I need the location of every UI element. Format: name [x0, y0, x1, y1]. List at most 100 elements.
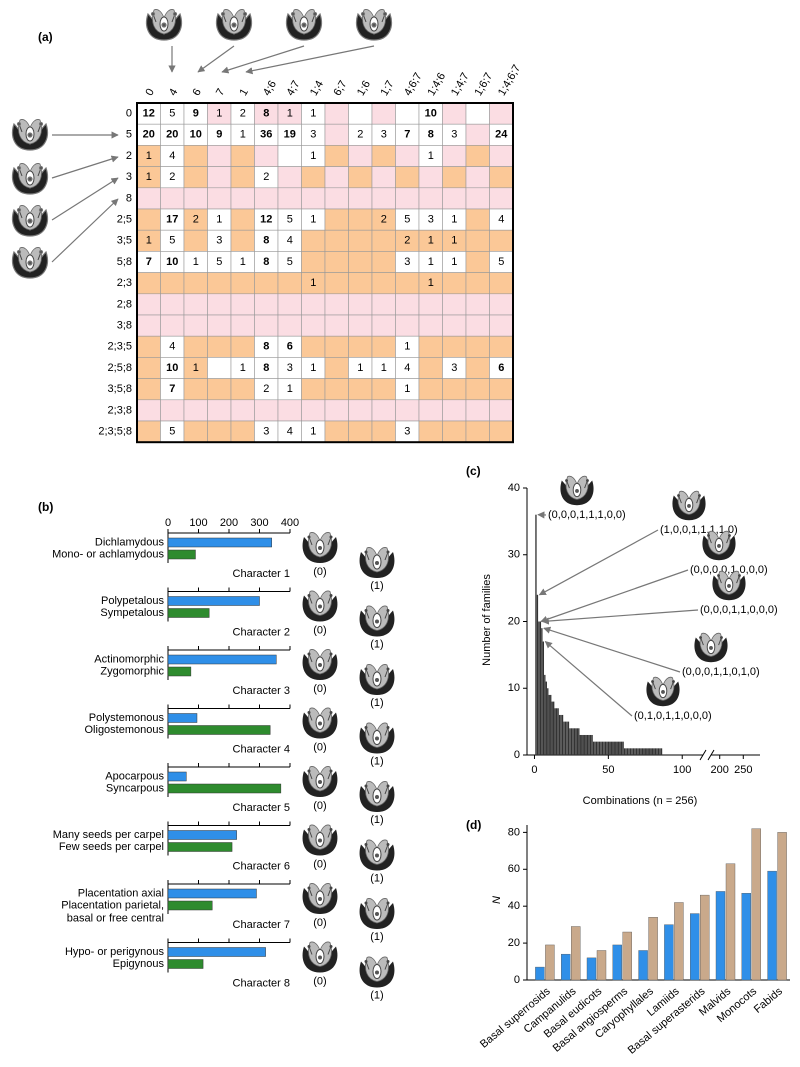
flower-icon: [645, 676, 681, 707]
cell: [183, 187, 208, 210]
column-label: 7: [214, 87, 227, 98]
cell: [442, 314, 467, 337]
flower-icon: [559, 475, 595, 506]
cell: [207, 166, 232, 189]
cell: [348, 229, 373, 252]
bar: [619, 741, 621, 755]
cell: [442, 166, 467, 189]
cell: [183, 314, 208, 337]
x-tick-label: 0: [165, 517, 171, 529]
flower-icon: [302, 941, 338, 973]
cell: [371, 399, 396, 422]
bar-label: Mono- or achlamydous: [52, 548, 164, 560]
bar: [582, 734, 584, 755]
cell: [183, 145, 208, 167]
y-axis-title: N: [491, 896, 503, 904]
state-label: (1): [370, 872, 383, 884]
cell: [254, 145, 279, 167]
flower-icon: [359, 897, 395, 930]
cell: [160, 272, 185, 295]
state-label: (0): [313, 800, 326, 812]
annotation-arrow: [541, 609, 699, 625]
bar: [167, 725, 271, 735]
flower-icon: [359, 956, 395, 988]
cell: [230, 187, 255, 210]
bar: [567, 721, 570, 755]
cell-value: 1: [146, 171, 152, 183]
cell-value: 2: [240, 108, 246, 120]
cell: [183, 166, 208, 189]
bar-label: Many seeds per carpel: [53, 829, 164, 841]
bar: [659, 748, 661, 755]
bar: [541, 628, 543, 755]
x-tick-label: 100: [673, 764, 691, 776]
cell: [371, 145, 396, 167]
cell-value: 10: [425, 108, 437, 120]
flower-icon: [302, 590, 338, 622]
bar-label: Zygomorphic: [100, 665, 164, 677]
column-label: 6: [190, 87, 203, 98]
cell-value: 2: [193, 214, 199, 226]
annotation: (0,0,0,1,1,0,0,0): [700, 604, 778, 616]
cell: [183, 229, 208, 252]
cell-value: 3: [451, 129, 457, 141]
bar-label: Actinomorphic: [94, 653, 164, 665]
bar: [539, 621, 542, 755]
bar: [167, 549, 196, 560]
annotation: (0,0,0,1,1,0,1,0): [682, 666, 760, 678]
cell: [442, 187, 467, 210]
cell-value: 1: [146, 235, 152, 247]
bar-label: Sympetalous: [100, 607, 164, 619]
bar: [586, 957, 597, 981]
cell: [348, 272, 373, 295]
cell-value: 3: [263, 426, 269, 438]
cell: [136, 293, 161, 316]
x-tick-label: 50: [602, 764, 614, 776]
cell: [324, 229, 349, 252]
cell-value: 2: [263, 171, 269, 183]
cell-value: 8: [428, 129, 434, 141]
cell: [489, 272, 514, 295]
bar: [167, 900, 213, 911]
cell: [371, 187, 396, 210]
cell: [207, 145, 232, 167]
cell: [442, 145, 467, 167]
bar: [767, 870, 777, 981]
bar: [585, 734, 587, 755]
cell: [207, 399, 232, 422]
bar: [650, 748, 652, 755]
bar: [588, 734, 590, 755]
cell: [230, 166, 255, 189]
cell: [183, 293, 208, 316]
cell-value: 19: [284, 129, 296, 141]
bar: [167, 771, 187, 782]
flower-icon: [285, 8, 323, 41]
bar: [623, 748, 626, 755]
bar: [741, 893, 751, 981]
cell: [465, 166, 490, 189]
cell: [371, 272, 396, 295]
cell-value: 1: [240, 256, 246, 268]
cell: [301, 335, 326, 358]
cell: [207, 272, 232, 295]
flower-icon: [302, 765, 338, 798]
cell: [254, 293, 279, 316]
table-border: [136, 102, 514, 444]
cell-value: 3: [287, 362, 293, 374]
panel-label: (d): [466, 818, 481, 832]
character-label: Character 8: [233, 977, 290, 989]
cell: [348, 293, 373, 316]
cell: [371, 420, 396, 443]
cell: [301, 187, 326, 210]
x-tick-label: 0: [531, 764, 537, 776]
cell-value: 1: [310, 277, 316, 289]
bar: [643, 748, 645, 755]
cell-value: 2: [263, 383, 269, 395]
cell: [183, 420, 208, 443]
bar: [167, 654, 277, 665]
cell: [489, 187, 514, 210]
row-label: 3;8: [117, 320, 132, 332]
bar: [616, 741, 618, 755]
column-label: 6;7: [331, 79, 349, 98]
bar: [657, 748, 660, 755]
